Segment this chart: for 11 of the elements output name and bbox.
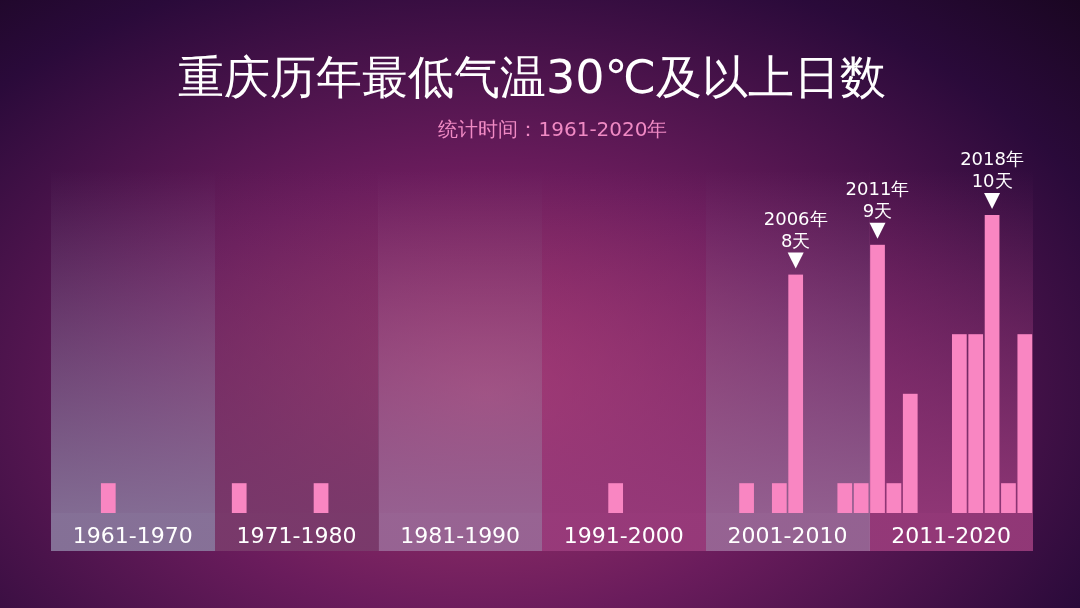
chart-title: 重庆历年最低气温30℃及以上日数 [177,50,887,104]
data-label: 2006年 8天 [763,207,828,251]
x-tick-label: 1981-1990 [400,523,521,548]
data-label: 2018年 10天 [960,148,1024,191]
chart-subtitle: 统计时间：1961-2020年 [438,117,668,141]
x-tick-label: 2011-2020 [891,523,1012,548]
data-label: 2011年 9天 [845,177,910,221]
x-tick-label: 1971-1980 [236,523,357,548]
x-tick-label: 1991-2000 [563,523,684,548]
x-tick-label: 1961-1970 [72,523,193,548]
x-tick-label: 2001-2010 [727,523,848,548]
